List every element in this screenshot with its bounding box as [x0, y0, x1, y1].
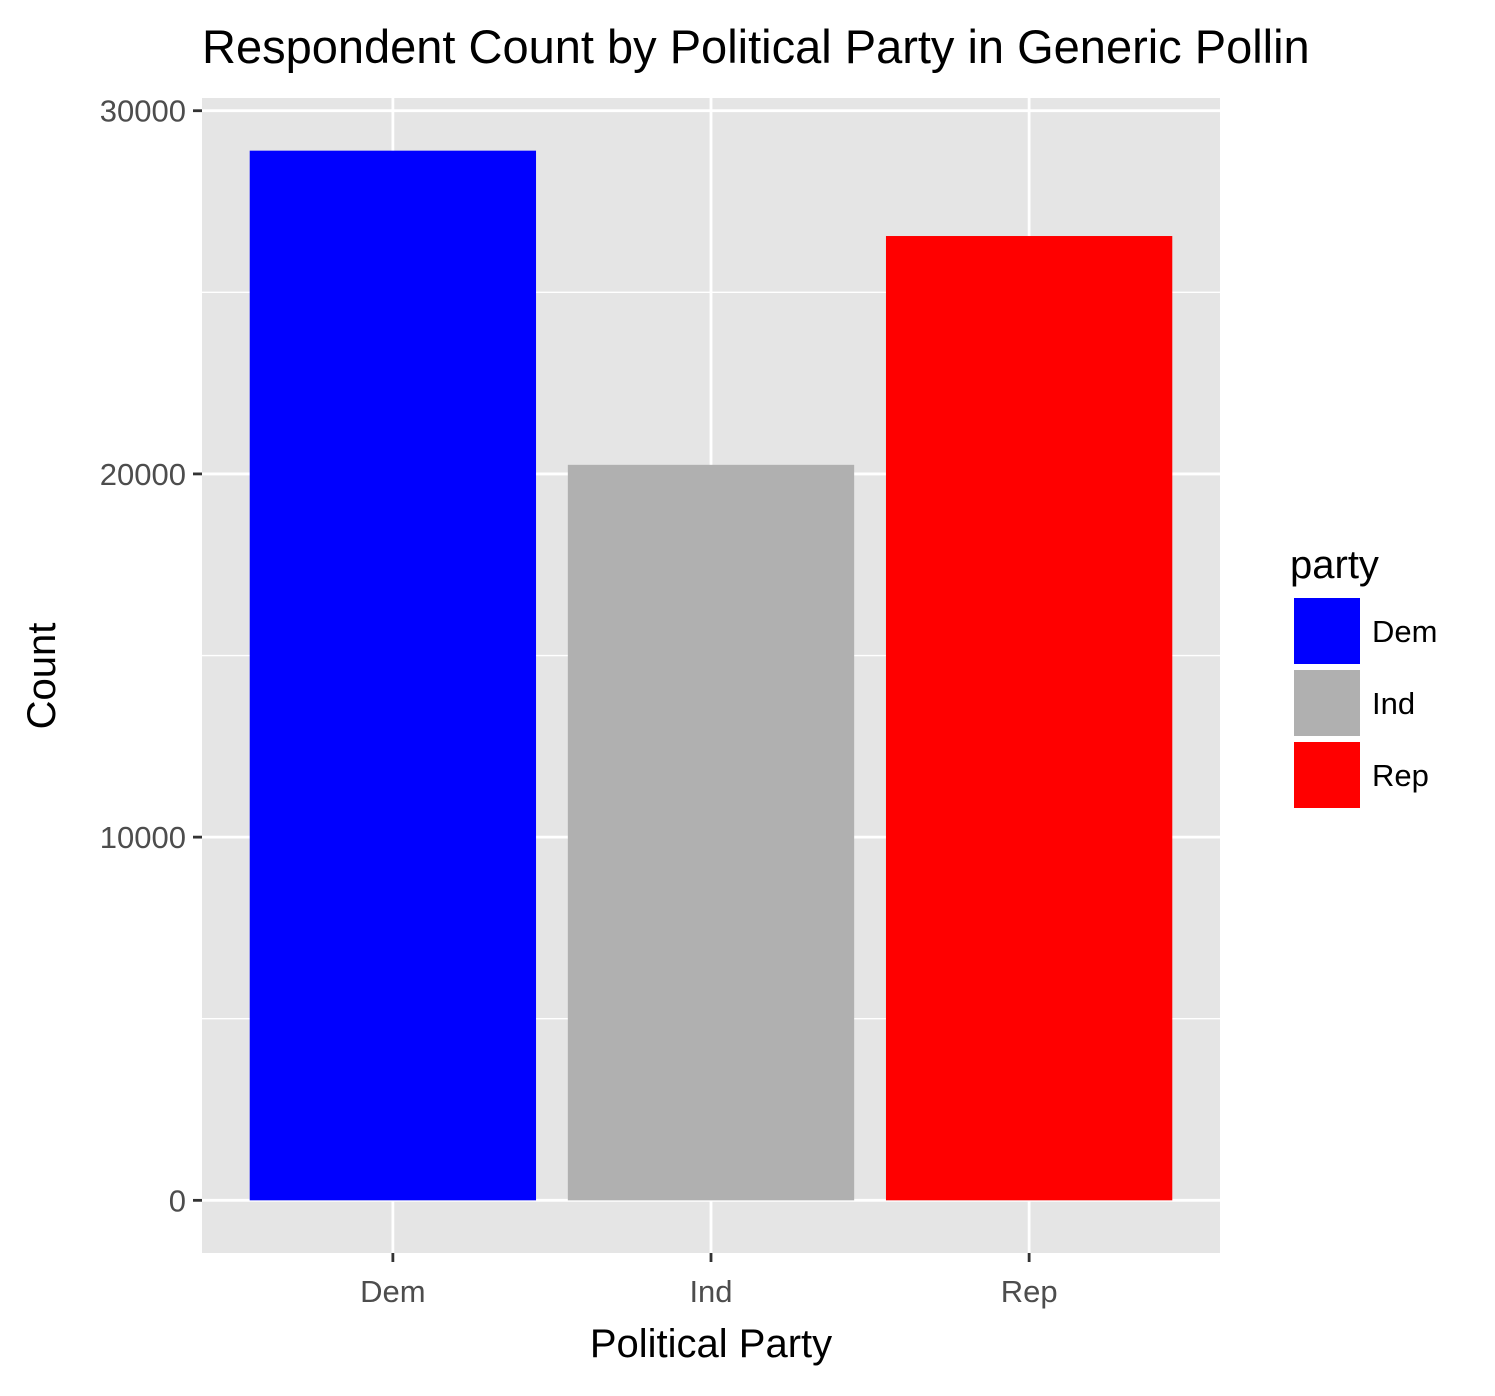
y-tick-label: 0: [169, 1183, 186, 1218]
legend-label: Dem: [1372, 614, 1437, 649]
legend-key-dem: [1294, 598, 1360, 664]
legend-items: Dem Ind Rep: [1294, 598, 1437, 808]
x-tick-label: Rep: [1001, 1274, 1058, 1309]
bar-ind: [567, 464, 855, 1201]
x-tick-label: Dem: [360, 1274, 425, 1309]
x-axis-title: Political Party: [590, 1322, 832, 1366]
y-axis-title: Count: [20, 623, 64, 730]
y-tick-label: 20000: [100, 457, 186, 492]
bars: [249, 150, 1173, 1201]
legend-label: Ind: [1372, 686, 1415, 721]
bar-dem: [249, 150, 537, 1201]
y-tick-label: 30000: [100, 94, 186, 129]
x-tick-label: Ind: [689, 1274, 732, 1309]
chart-title: Respondent Count by Political Party in G…: [202, 20, 1310, 73]
legend: party Dem Ind Rep: [1290, 543, 1437, 808]
y-tick-label: 10000: [100, 820, 186, 855]
y-axis: 0 10000 20000 30000: [100, 94, 202, 1218]
legend-key-rep: [1294, 742, 1360, 808]
legend-title: party: [1290, 543, 1379, 587]
bar-rep: [885, 236, 1173, 1201]
legend-key-ind: [1294, 670, 1360, 736]
x-axis: Dem Ind Rep: [360, 1253, 1058, 1309]
legend-label: Rep: [1372, 758, 1429, 793]
